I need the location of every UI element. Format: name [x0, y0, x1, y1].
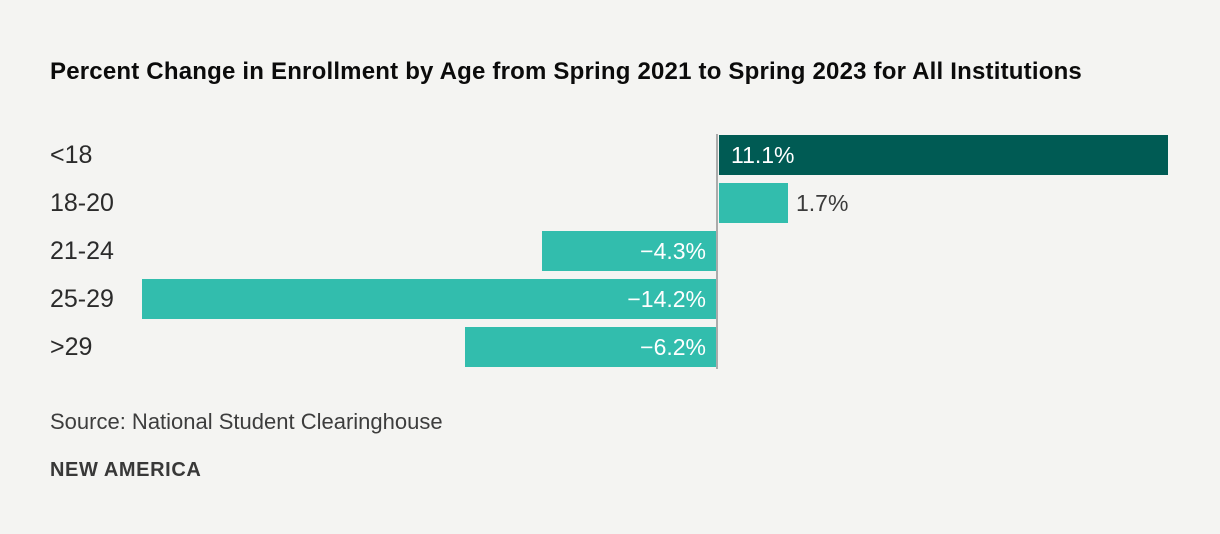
category-label: 18-20 — [50, 189, 114, 217]
chart-title: Percent Change in Enrollment by Age from… — [50, 58, 1082, 85]
chart-row: >29 −6.2% — [0, 327, 1220, 367]
bar — [719, 135, 1168, 175]
value-label: −6.2% — [640, 334, 706, 360]
chart-row: 21-24 −4.3% — [0, 231, 1220, 271]
source-note: Source: National Student Clearinghouse — [50, 409, 443, 434]
chart-row: <18 11.1% — [0, 135, 1220, 175]
value-label: −14.2% — [627, 286, 706, 312]
value-label: 11.1% — [731, 142, 795, 168]
bar — [142, 279, 716, 319]
category-label: >29 — [50, 333, 93, 361]
value-label: −4.3% — [640, 238, 706, 264]
bar — [542, 231, 716, 271]
bar — [719, 183, 788, 223]
chart-row: 18-20 1.7% — [0, 183, 1220, 223]
bar — [465, 327, 716, 367]
zero-axis-line — [716, 134, 718, 369]
brand-logo: NEW AMERICA — [50, 459, 202, 481]
category-label: <18 — [50, 141, 93, 169]
plot-area: <18 11.1% 18-20 1.7% 21-24 −4.3% 25-29 −14.2% >2… — [0, 134, 1220, 369]
category-label: 21-24 — [50, 237, 114, 265]
value-label: 1.7% — [796, 190, 849, 216]
chart-row: 25-29 −14.2% — [0, 279, 1220, 319]
category-label: 25-29 — [50, 285, 114, 313]
